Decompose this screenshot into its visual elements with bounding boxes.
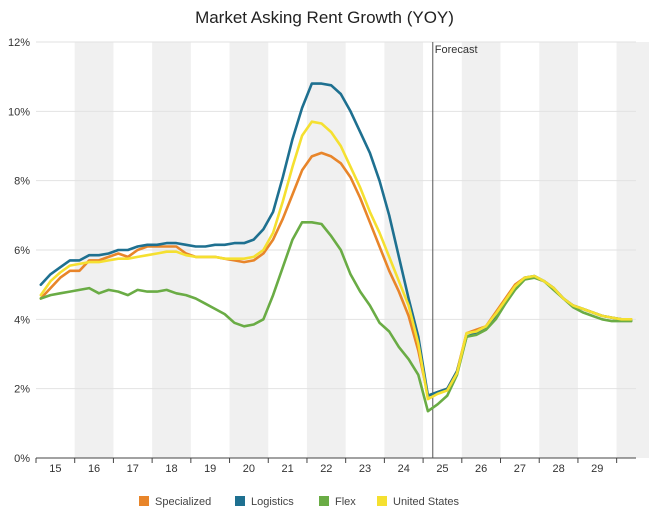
x-tick-label: 23 bbox=[359, 463, 371, 475]
legend-swatch bbox=[319, 496, 329, 506]
legend-item-united-states[interactable]: United States bbox=[377, 496, 460, 508]
x-tick-label: 29 bbox=[591, 463, 603, 475]
legend-item-flex[interactable]: Flex bbox=[319, 496, 356, 508]
x-tick-label: 20 bbox=[243, 463, 255, 475]
x-tick-label: 26 bbox=[475, 463, 487, 475]
x-tick-label: 17 bbox=[127, 463, 139, 475]
legend-label: United States bbox=[393, 496, 460, 508]
y-axis: 0% 2% 4% 6% 8% 10% 12% bbox=[8, 37, 30, 465]
x-tick-label: 21 bbox=[281, 463, 293, 475]
legend-label: Flex bbox=[335, 496, 356, 508]
x-tick-label: 18 bbox=[165, 463, 177, 475]
chart-title: Market Asking Rent Growth (YOY) bbox=[195, 8, 454, 27]
legend-swatch bbox=[235, 496, 245, 506]
y-tick-label: 4% bbox=[14, 314, 30, 326]
x-tick-label: 24 bbox=[398, 463, 410, 475]
y-tick-label: 6% bbox=[14, 245, 30, 257]
forecast-label: Forecast bbox=[435, 44, 478, 56]
x-tick-label: 25 bbox=[436, 463, 448, 475]
x-tick-label: 19 bbox=[204, 463, 216, 475]
y-tick-label: 12% bbox=[8, 37, 30, 49]
x-tick-label: 27 bbox=[514, 463, 526, 475]
legend-swatch bbox=[377, 496, 387, 506]
series-lines bbox=[39, 82, 633, 413]
x-tick-label: 16 bbox=[88, 463, 100, 475]
legend-item-logistics[interactable]: Logistics bbox=[235, 496, 294, 508]
legend-swatch bbox=[139, 496, 149, 506]
y-tick-label: 0% bbox=[14, 453, 30, 465]
series-line-flex bbox=[39, 221, 633, 413]
forecast-marker: Forecast bbox=[432, 42, 478, 458]
legend-label: Specialized bbox=[155, 496, 211, 508]
legend-item-specialized[interactable]: Specialized bbox=[139, 496, 211, 508]
legend-label: Logistics bbox=[251, 496, 294, 508]
x-axis: 15 16 17 18 19 20 21 22 23 24 25 26 27 28 29 bbox=[35, 457, 636, 475]
y-tick-label: 2% bbox=[14, 384, 30, 396]
x-tick-label: 15 bbox=[49, 463, 61, 475]
y-tick-label: 10% bbox=[8, 106, 30, 118]
x-tick-label: 28 bbox=[552, 463, 564, 475]
y-tick-label: 8% bbox=[14, 176, 30, 188]
series-line-united-states bbox=[39, 120, 633, 401]
legend[interactable]: Specialized Logistics Flex United States bbox=[139, 496, 460, 508]
x-tick-label: 22 bbox=[320, 463, 332, 475]
